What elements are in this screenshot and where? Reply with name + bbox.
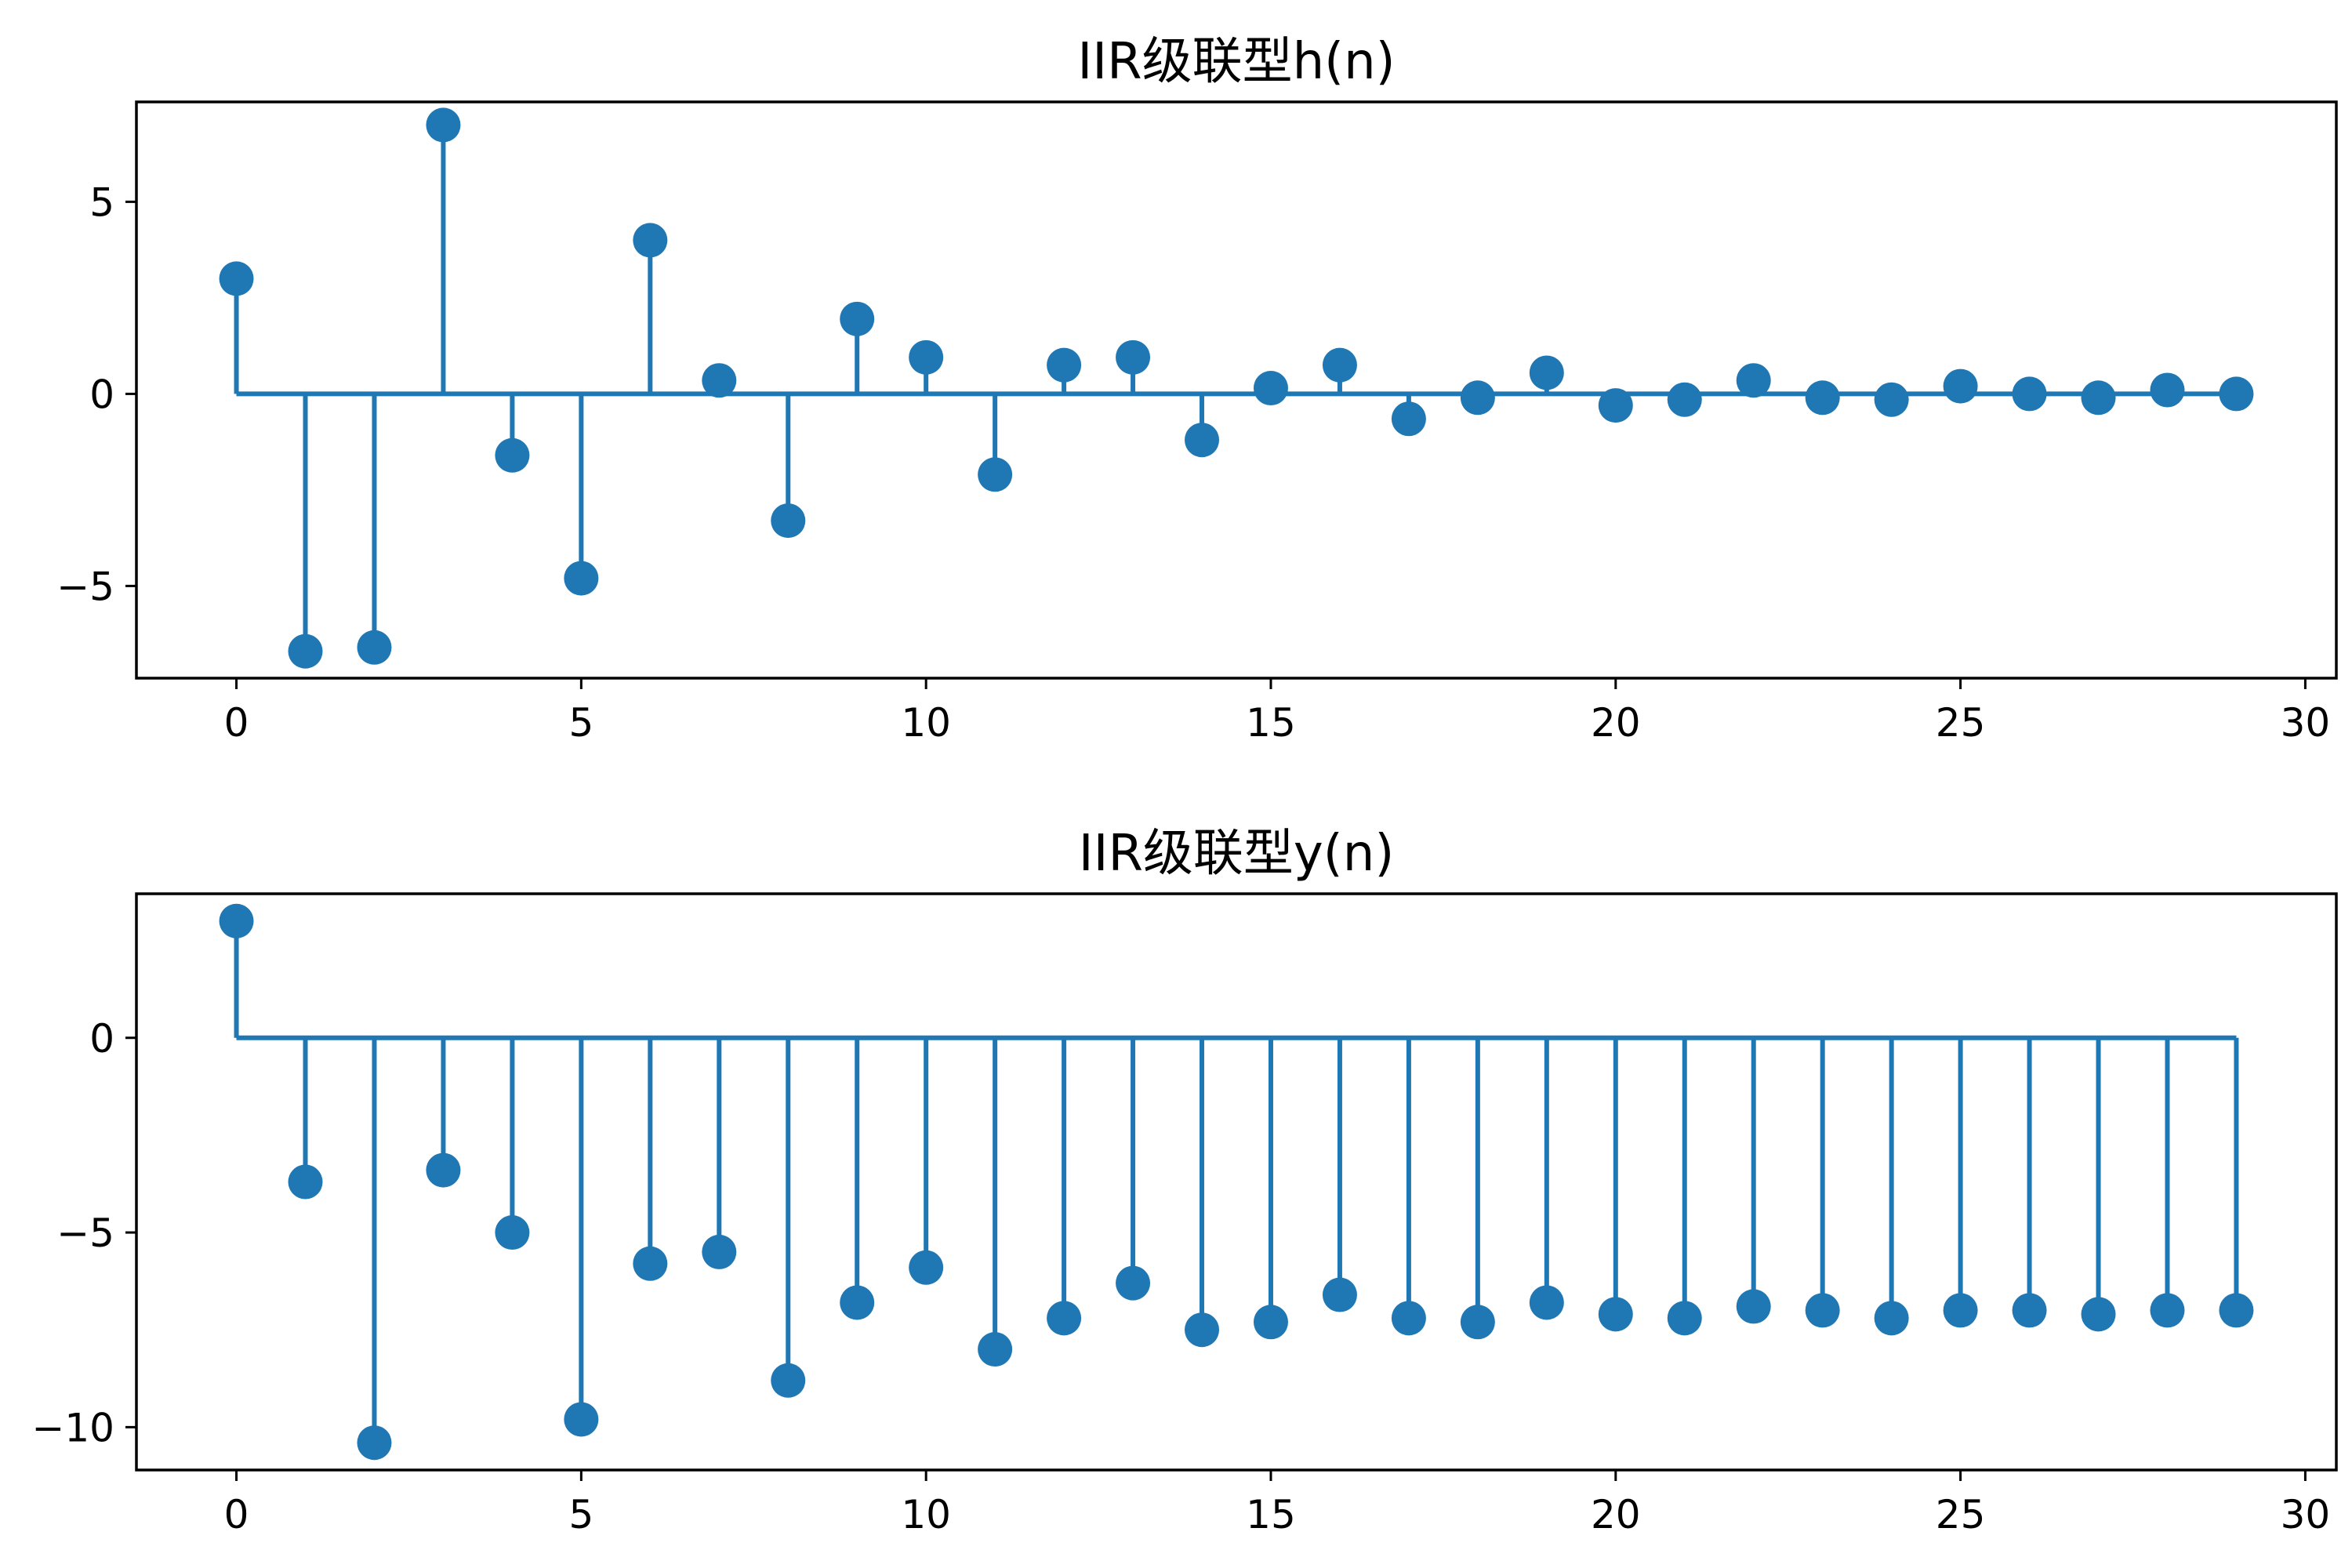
impulse-marker-4 xyxy=(495,437,530,473)
impulse-marker-12 xyxy=(1047,347,1082,383)
output-xtick-label-10: 10 xyxy=(901,1492,951,1537)
impulse-marker-18 xyxy=(1460,380,1495,416)
output-marker-27 xyxy=(2081,1297,2116,1332)
output-marker-23 xyxy=(1805,1293,1840,1328)
impulse-marker-21 xyxy=(1667,382,1702,417)
output-marker-28 xyxy=(2150,1293,2185,1328)
output-marker-21 xyxy=(1667,1301,1702,1336)
impulse-marker-11 xyxy=(978,457,1013,492)
output-marker-11 xyxy=(978,1332,1013,1367)
output-ytick-label--10: −10 xyxy=(31,1405,114,1450)
output-marker-14 xyxy=(1185,1312,1220,1348)
output-marker-9 xyxy=(840,1285,875,1320)
subplot-output-response: IIR级联型y(n) 0 5 10 15 20 25 30 −10 −5 0 xyxy=(31,825,2338,1537)
output-marker-8 xyxy=(771,1363,806,1398)
output-marker-5 xyxy=(564,1402,599,1437)
output-marker-15 xyxy=(1253,1305,1288,1340)
output-xtick-label-30: 30 xyxy=(2281,1492,2331,1537)
output-marker-2 xyxy=(357,1425,392,1461)
impulse-marker-15 xyxy=(1253,371,1288,406)
impulse-marker-29 xyxy=(2219,376,2254,412)
output-xtick-label-5: 5 xyxy=(568,1492,593,1537)
output-marker-1 xyxy=(288,1164,323,1200)
output-marker-6 xyxy=(633,1246,668,1281)
subplot-impulse-response: IIR级联型h(n) 0 5 10 15 20 25 30 −5 0 5 xyxy=(56,33,2338,746)
impulse-marker-0 xyxy=(219,261,254,296)
impulse-marker-25 xyxy=(1943,368,1978,404)
impulse-xtick-label-10: 10 xyxy=(901,700,951,746)
output-chart-title: IIR级联型y(n) xyxy=(1079,825,1395,883)
impulse-marker-5 xyxy=(564,561,599,596)
output-axes-frame xyxy=(135,892,2338,1472)
output-marker-29 xyxy=(2219,1293,2254,1328)
impulse-marker-3 xyxy=(426,107,461,143)
impulse-ytick-label-5: 5 xyxy=(89,180,114,225)
impulse-xtick-label-0: 0 xyxy=(224,700,249,746)
impulse-marker-7 xyxy=(702,363,737,398)
impulse-marker-9 xyxy=(840,301,875,336)
impulse-marker-10 xyxy=(909,339,944,375)
output-marker-26 xyxy=(2012,1293,2047,1328)
output-marker-24 xyxy=(1874,1301,1909,1336)
impulse-axes-frame xyxy=(135,100,2338,680)
output-ytick-label--5: −5 xyxy=(56,1210,114,1256)
output-marker-12 xyxy=(1047,1301,1082,1336)
output-marker-13 xyxy=(1116,1265,1151,1301)
impulse-marker-6 xyxy=(633,223,668,258)
output-xtick-label-20: 20 xyxy=(1591,1492,1641,1537)
output-marker-4 xyxy=(495,1215,530,1250)
output-marker-10 xyxy=(909,1250,944,1285)
output-marker-7 xyxy=(702,1234,737,1269)
impulse-marker-24 xyxy=(1874,382,1909,417)
output-marker-17 xyxy=(1391,1301,1426,1336)
output-xtick-label-15: 15 xyxy=(1246,1492,1296,1537)
output-marker-19 xyxy=(1529,1285,1564,1320)
output-marker-22 xyxy=(1736,1289,1771,1324)
output-marker-20 xyxy=(1598,1297,1633,1332)
output-marker-18 xyxy=(1460,1305,1495,1340)
impulse-marker-22 xyxy=(1736,363,1771,398)
output-xtick-label-25: 25 xyxy=(1936,1492,1986,1537)
impulse-marker-23 xyxy=(1805,380,1840,416)
impulse-marker-1 xyxy=(288,633,323,669)
impulse-ytick-label-0: 0 xyxy=(89,372,114,417)
impulse-marker-17 xyxy=(1391,401,1426,437)
impulse-marker-16 xyxy=(1322,347,1357,383)
output-marker-3 xyxy=(426,1152,461,1188)
impulse-marker-13 xyxy=(1116,339,1151,375)
output-marker-16 xyxy=(1322,1277,1357,1312)
impulse-ytick-label--5: −5 xyxy=(56,564,114,609)
impulse-xtick-label-5: 5 xyxy=(568,700,593,746)
output-ytick-label-0: 0 xyxy=(89,1016,114,1062)
impulse-marker-14 xyxy=(1185,423,1220,458)
impulse-chart-title: IIR级联型h(n) xyxy=(1077,33,1395,91)
impulse-xtick-label-20: 20 xyxy=(1591,700,1641,746)
impulse-marker-8 xyxy=(771,503,806,539)
impulse-marker-27 xyxy=(2081,380,2116,416)
impulse-marker-26 xyxy=(2012,376,2047,412)
output-marker-0 xyxy=(219,903,254,938)
output-marker-25 xyxy=(1943,1293,1978,1328)
impulse-xtick-label-30: 30 xyxy=(2281,700,2331,746)
impulse-marker-20 xyxy=(1598,388,1633,423)
impulse-xtick-label-15: 15 xyxy=(1246,700,1296,746)
output-xtick-label-0: 0 xyxy=(224,1492,249,1537)
impulse-marker-28 xyxy=(2150,372,2185,408)
impulse-marker-2 xyxy=(357,630,392,665)
impulse-marker-19 xyxy=(1529,355,1564,390)
impulse-xtick-label-25: 25 xyxy=(1936,700,1986,746)
